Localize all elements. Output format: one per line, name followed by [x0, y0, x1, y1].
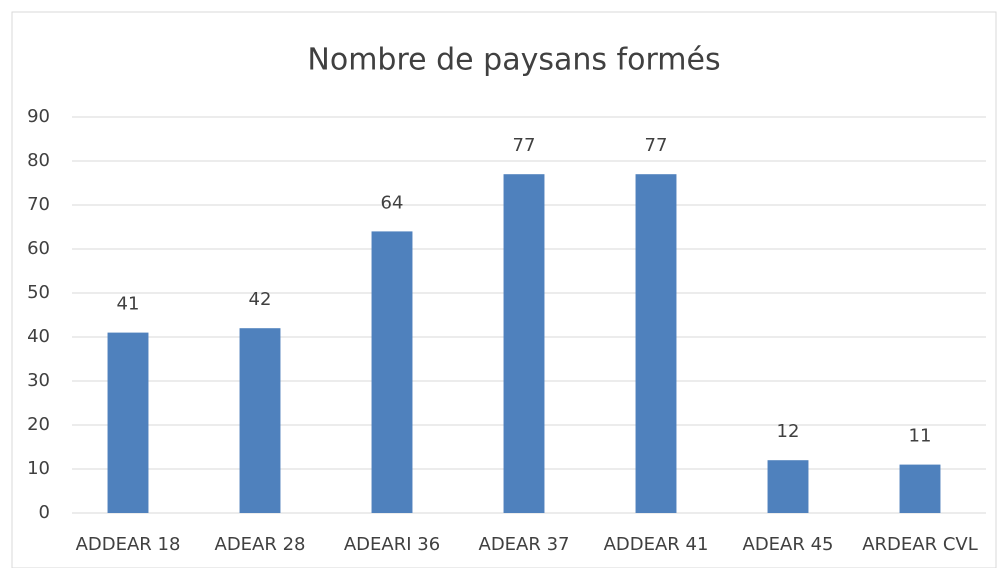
data-label: 11 [909, 426, 932, 447]
data-label: 41 [117, 294, 140, 315]
data-label: 77 [645, 135, 668, 156]
x-tick-label: ADEAR 28 [215, 534, 306, 555]
x-tick-label: ADEARI 36 [344, 534, 440, 555]
chart-title: Nombre de paysans formés [307, 43, 720, 78]
x-tick-label: ARDEAR CVL [862, 534, 978, 555]
y-tick-label: 90 [27, 106, 50, 127]
y-tick-label: 10 [27, 458, 50, 479]
bar [635, 174, 677, 513]
bar [239, 328, 281, 513]
data-label: 64 [381, 192, 404, 213]
x-tick-label: ADDEAR 18 [76, 534, 181, 555]
y-tick-label: 0 [39, 502, 50, 523]
data-label: 42 [249, 289, 272, 310]
y-tick-label: 20 [27, 414, 50, 435]
y-tick-label: 50 [27, 282, 50, 303]
bar [767, 460, 809, 513]
data-label: 77 [513, 135, 536, 156]
bar [503, 174, 545, 513]
y-tick-label: 70 [27, 194, 50, 215]
x-tick-label: ADEAR 45 [743, 534, 834, 555]
bar [899, 464, 941, 513]
bar [107, 332, 149, 513]
y-tick-label: 30 [27, 370, 50, 391]
y-tick-label: 40 [27, 326, 50, 347]
y-tick-label: 80 [27, 150, 50, 171]
y-tick-label: 60 [27, 238, 50, 259]
bar [371, 231, 413, 513]
x-tick-label: ADDEAR 41 [604, 534, 709, 555]
data-label: 12 [777, 421, 800, 442]
x-tick-label: ADEAR 37 [479, 534, 570, 555]
